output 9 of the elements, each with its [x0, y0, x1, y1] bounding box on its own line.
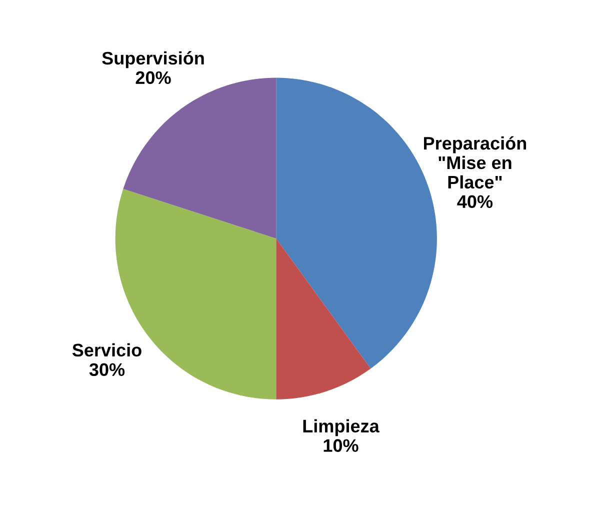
slice-label: Servicio [72, 343, 142, 357]
slice-label: Preparación "Mise en Place" [424, 136, 526, 189]
data-label: 30% [89, 363, 125, 376]
data-label: 10% [324, 439, 358, 452]
pie-slice [276, 238, 371, 400]
data-label: 40% [457, 195, 493, 208]
data-label: 20% [136, 71, 171, 84]
slice-label: Supervisión [102, 51, 204, 68]
slice-label: Limpieza [303, 419, 380, 436]
